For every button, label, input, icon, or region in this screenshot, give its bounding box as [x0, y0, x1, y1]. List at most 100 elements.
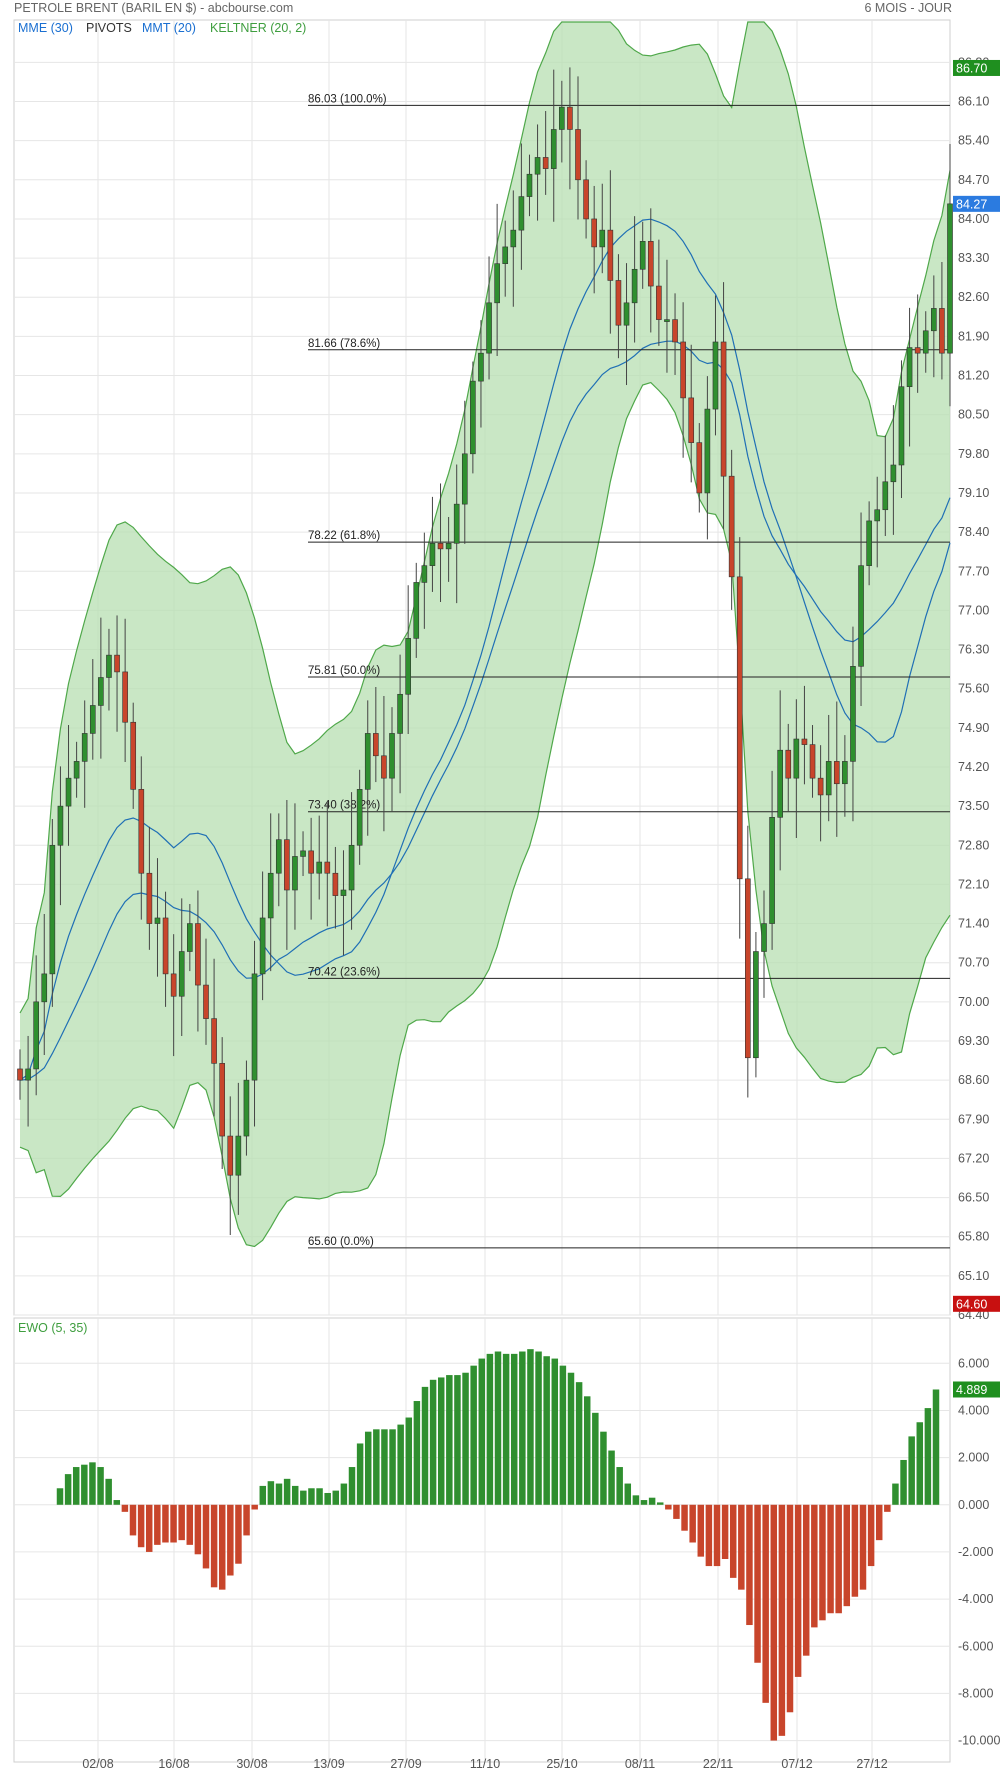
candle-body: [623, 302, 630, 326]
fib-level-label: 65.60 (0.0%): [308, 1236, 374, 1248]
price-tag-label: 64.60: [956, 1297, 987, 1311]
legend-pivots[interactable]: PIVOTS: [86, 21, 132, 35]
ewo-bar: [640, 1500, 648, 1505]
candle-body: [486, 302, 492, 354]
candle-body: [567, 106, 573, 130]
ewo-bar: [786, 1504, 794, 1713]
legend-keltner[interactable]: KELTNER (20, 2): [210, 21, 306, 35]
ewo-bar: [348, 1467, 356, 1505]
ewo-bar: [624, 1483, 632, 1505]
mme-line: [19, 340, 951, 1081]
price-tag-label: 86.70: [956, 61, 987, 75]
candle-body: [478, 352, 484, 382]
ewo-bar: [259, 1485, 267, 1505]
candle-body: [138, 789, 145, 874]
ewo-bar: [446, 1375, 453, 1505]
ewo-tick-label: -4.000: [958, 1592, 993, 1606]
candle-body: [25, 1068, 31, 1081]
ewo-bar: [567, 1372, 575, 1505]
ewo-bar: [535, 1351, 542, 1505]
price-tag-label: 84.27: [956, 197, 987, 211]
candle-body: [461, 453, 468, 505]
candle-body: [575, 129, 581, 181]
candle-body: [712, 341, 719, 410]
price-tick-label: 80.50: [958, 408, 989, 422]
candle-body: [348, 844, 355, 891]
candle-body: [615, 280, 622, 326]
chart-title: PETROLE BRENT (BARIL EN $) - abcbourse.c…: [14, 1, 293, 15]
candle-body: [405, 638, 411, 695]
candle-body: [235, 1135, 242, 1176]
candle-body: [227, 1135, 234, 1176]
ewo-bar: [316, 1488, 323, 1505]
price-tick-label: 72.80: [958, 838, 989, 852]
ewo-bar: [551, 1358, 559, 1505]
ewo-bar: [332, 1490, 340, 1505]
ewo-bar: [218, 1504, 226, 1590]
ewo-bar: [340, 1483, 348, 1505]
ewo-tick-label: -6.000: [958, 1639, 993, 1653]
fib-level-label: 70.42 (23.6%): [308, 966, 380, 978]
ewo-bar: [291, 1485, 299, 1505]
ewo-bar: [129, 1504, 137, 1536]
price-tick-label: 70.70: [958, 956, 989, 970]
candle-body: [114, 654, 120, 673]
candle-body: [510, 229, 517, 248]
ewo-last-tag: [953, 1381, 1000, 1398]
ewo-bar: [802, 1504, 810, 1656]
price-tick-label: 65.10: [958, 1269, 989, 1283]
candle-body: [647, 241, 654, 287]
ewo-bar: [867, 1504, 875, 1567]
ewo-bar: [210, 1504, 218, 1588]
candle-body: [607, 229, 614, 281]
candle-body: [777, 749, 783, 818]
price-tag-high: [953, 59, 1000, 76]
legend-mme[interactable]: MME (30): [18, 21, 73, 35]
candle-body: [858, 565, 864, 667]
candle-body: [187, 923, 193, 952]
price-tick-label: 72.10: [958, 877, 989, 891]
ewo-bar: [851, 1504, 859, 1597]
price-tick-label: 67.20: [958, 1151, 989, 1165]
candle-body: [211, 1018, 217, 1064]
candle-body: [842, 761, 848, 785]
candle-body: [720, 341, 727, 477]
candle-body: [73, 761, 80, 779]
ewo-bar: [697, 1504, 705, 1557]
candle-body: [890, 464, 897, 483]
price-tick-label: 79.80: [958, 447, 989, 461]
candle-body: [445, 542, 452, 550]
price-tick-label: 82.60: [958, 290, 989, 304]
ewo-bar: [81, 1464, 88, 1505]
candle-body: [599, 229, 606, 248]
price-tick-label: 71.40: [958, 917, 989, 931]
candle-body: [146, 872, 153, 924]
candle-body: [300, 850, 306, 857]
legend-mmt[interactable]: MMT (20): [142, 21, 196, 35]
fib-level-label: 75.81 (50.0%): [308, 665, 380, 677]
candle-body: [526, 173, 533, 197]
ewo-tick-label: 2.000: [958, 1451, 989, 1465]
candle-body: [680, 341, 686, 399]
candle-body: [494, 263, 500, 304]
candle-body: [874, 509, 881, 522]
ewo-bar: [592, 1412, 599, 1505]
candle-body: [324, 861, 331, 874]
candle-body: [364, 733, 371, 790]
keltner-band: [19, 21, 951, 1248]
ewo-bar: [884, 1504, 891, 1512]
ewo-bar: [154, 1504, 161, 1545]
ewo-bar: [494, 1351, 502, 1505]
ewo-bar: [770, 1504, 778, 1741]
candle-body: [316, 861, 323, 874]
ewo-bar: [145, 1504, 153, 1552]
price-tick-label: 74.20: [958, 760, 989, 774]
keltner-fill: [20, 22, 950, 1247]
price-tick-label: 73.50: [958, 799, 989, 813]
candle-body: [178, 951, 185, 997]
candle-body: [817, 777, 824, 796]
price-tick-label: 65.80: [958, 1230, 989, 1244]
candle-body: [292, 856, 298, 891]
candle-body: [203, 984, 209, 1019]
candle-body: [728, 475, 735, 578]
